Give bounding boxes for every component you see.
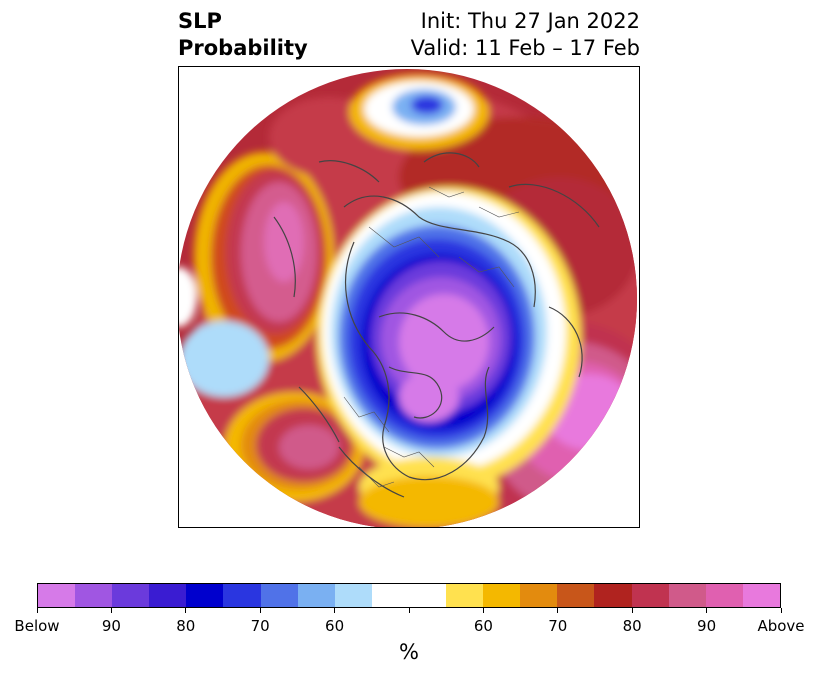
colorbar-tick [482, 608, 484, 613]
colorbar-segment [223, 584, 261, 607]
colorbar-tick-label: 60 [473, 617, 493, 635]
title-product: Probability [178, 36, 308, 60]
country-borders [343, 186, 520, 488]
colorbar-tick [36, 608, 38, 613]
colorbar-tick [706, 608, 708, 613]
colorbar-unit: % [399, 640, 419, 664]
colorbar-tick-label: Above [757, 617, 805, 635]
colorbar-segment [371, 584, 409, 607]
colorbar-tick-label: 90 [697, 617, 717, 635]
colorbar-segment [520, 584, 558, 607]
colorbar-segment [742, 584, 780, 607]
colorbar-tick-label: Below [14, 617, 60, 635]
map-panel [178, 66, 640, 528]
chart-title-right: Init: Thu 27 Jan 2022 Valid: 11 Feb – 17… [411, 8, 640, 62]
colorbar-segment [297, 584, 335, 607]
colorbar-segment [149, 584, 187, 607]
colorbar-segment [557, 584, 595, 607]
colorbar-tick-label: 80 [622, 617, 642, 635]
colorbar-segment [594, 584, 632, 607]
colorbar-segment [483, 584, 521, 607]
probability-shading [179, 69, 637, 527]
colorbar-segment [75, 584, 113, 607]
colorbar-segment [668, 584, 706, 607]
colorbar-tick [780, 608, 782, 613]
colorbar-tick [631, 608, 633, 613]
colorbar-tick [110, 608, 112, 613]
polar-map [179, 69, 637, 527]
title-init-date: Init: Thu 27 Jan 2022 [420, 9, 640, 33]
colorbar-tick-label: 70 [250, 617, 270, 635]
chart-title-left: SLP Probability [178, 8, 308, 62]
colorbar-segment [408, 584, 447, 607]
title-valid-range: Valid: 11 Feb – 17 Feb [410, 36, 640, 60]
colorbar-segment [112, 584, 150, 607]
colorbar-tick-label: 60 [325, 617, 345, 635]
colorbar-tick [557, 608, 559, 613]
colorbar-segment [446, 584, 484, 607]
coastlines [273, 152, 600, 498]
colorbar-tick [185, 608, 187, 613]
colorbar-tick [408, 608, 410, 613]
colorbar-segment [260, 584, 298, 607]
colorbar-tick-label: 90 [101, 617, 121, 635]
colorbar-tick [259, 608, 261, 613]
colorbar-segment [631, 584, 669, 607]
colorbar-tick-label: 70 [548, 617, 568, 635]
colorbar [37, 583, 781, 608]
colorbar-tick [334, 608, 336, 613]
colorbar-segment [38, 584, 76, 607]
colorbar-segment [334, 584, 372, 607]
title-variable: SLP [178, 9, 222, 33]
colorbar-segment [186, 584, 224, 607]
colorbar-segment [705, 584, 743, 607]
colorbar-tick-label: 80 [176, 617, 196, 635]
